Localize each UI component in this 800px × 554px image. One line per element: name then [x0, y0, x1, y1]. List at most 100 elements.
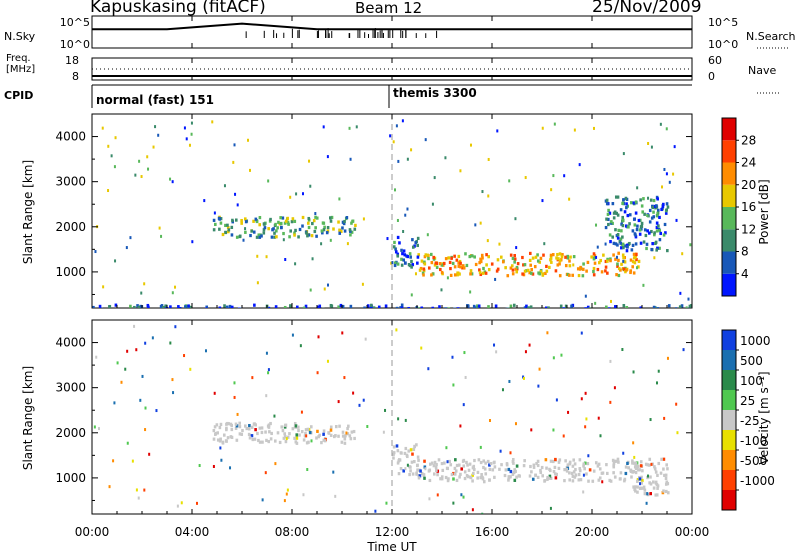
power-cell — [614, 242, 618, 246]
power-cell — [581, 274, 585, 278]
power-cell — [402, 258, 406, 262]
power-cell — [416, 243, 419, 248]
power-cell — [600, 270, 604, 274]
velocity-cell — [499, 449, 502, 453]
velocity-cell — [554, 457, 557, 462]
power-cell — [242, 238, 245, 242]
velocity-cell — [424, 467, 427, 471]
power-cell — [235, 235, 239, 239]
power-cell — [283, 305, 287, 308]
power-cell — [430, 260, 434, 265]
velocity-cell — [454, 458, 457, 462]
velocity-cell — [384, 408, 387, 412]
velocity-cell — [293, 436, 296, 440]
velocity-cell — [235, 424, 239, 428]
power-cell — [353, 227, 357, 231]
velocity-cell — [218, 425, 222, 430]
power-cell — [629, 270, 632, 275]
power-cell — [474, 262, 478, 267]
power-cell — [389, 134, 392, 138]
power-cell — [550, 260, 553, 264]
velocity-cell — [513, 468, 516, 472]
velocity-cell — [329, 428, 333, 432]
power-cell — [613, 210, 617, 214]
power-cell — [556, 263, 560, 267]
freq-label-line2: [MHz] — [6, 64, 36, 75]
velocity-cell — [511, 459, 515, 464]
velocity-cell — [267, 439, 271, 444]
colorbar-swatch — [722, 162, 736, 185]
power-cell — [384, 304, 388, 308]
power-cell — [240, 221, 243, 225]
power-cell — [171, 180, 174, 184]
power-cell — [262, 231, 266, 235]
power-cell — [250, 229, 254, 233]
x-tick-label: 20:00 — [575, 525, 610, 539]
velocity-cell — [609, 359, 612, 363]
power-cell — [332, 227, 335, 231]
velocity-cell — [286, 435, 290, 439]
velocity-cell — [299, 344, 302, 348]
power-cell — [306, 221, 310, 225]
velocity-cell — [642, 485, 646, 489]
velocity-cell — [613, 386, 616, 390]
colorbar-swatch — [722, 490, 736, 510]
power-cell — [100, 307, 104, 308]
power-cell — [525, 304, 528, 308]
power-cell — [283, 221, 287, 225]
velocity-cell — [631, 459, 634, 463]
power-cell — [140, 291, 143, 295]
power-cell — [451, 261, 455, 266]
velocity-cell — [343, 441, 347, 445]
velocity-cell — [225, 422, 228, 426]
power-cell — [343, 229, 347, 233]
velocity-cell — [126, 441, 129, 445]
power-cell — [605, 305, 608, 308]
velocity-cell — [415, 472, 419, 476]
velocity-cell — [488, 463, 491, 467]
power-cell — [338, 228, 341, 232]
power-cell — [226, 223, 229, 227]
velocity-cell — [219, 422, 223, 427]
power-cell — [369, 306, 373, 308]
power-cell — [453, 265, 457, 269]
velocity-cell — [634, 489, 637, 493]
power-cell — [459, 265, 462, 269]
velocity-cell — [416, 468, 419, 472]
power-cell — [607, 208, 610, 212]
power-cell — [634, 200, 638, 204]
power-cell — [652, 210, 655, 214]
power-cell — [584, 307, 587, 308]
velocity-cell — [562, 434, 565, 438]
velocity-cell — [304, 431, 307, 436]
velocity-cell — [404, 418, 407, 422]
velocity-cell — [264, 430, 267, 434]
power-cell — [543, 242, 546, 246]
colorbar-swatch — [722, 140, 736, 163]
velocity-cell — [93, 425, 96, 429]
velocity-cell — [646, 463, 650, 467]
power-cell — [305, 231, 308, 235]
velocity-cell — [473, 467, 476, 472]
power-cell — [113, 165, 116, 169]
power-cell — [107, 144, 110, 148]
velocity-cell — [247, 427, 251, 431]
power-cell — [521, 255, 524, 260]
power-cell — [638, 228, 642, 232]
power-cell — [542, 253, 545, 257]
power-cell — [279, 221, 283, 226]
colorbar-tick-label: 8 — [741, 245, 749, 259]
velocity-cell — [226, 436, 230, 440]
power-cell — [655, 204, 658, 208]
velocity-cell — [515, 464, 519, 468]
velocity-cell — [409, 465, 412, 469]
power-cell — [578, 267, 582, 271]
velocity-cell — [548, 474, 552, 478]
power-cell — [289, 304, 292, 308]
power-cell — [619, 208, 623, 212]
velocity-cell — [564, 459, 567, 463]
velocity-cell — [648, 481, 651, 485]
colorbar-swatch — [722, 450, 736, 470]
velocity-cell — [216, 438, 220, 442]
power-cell — [278, 222, 282, 226]
